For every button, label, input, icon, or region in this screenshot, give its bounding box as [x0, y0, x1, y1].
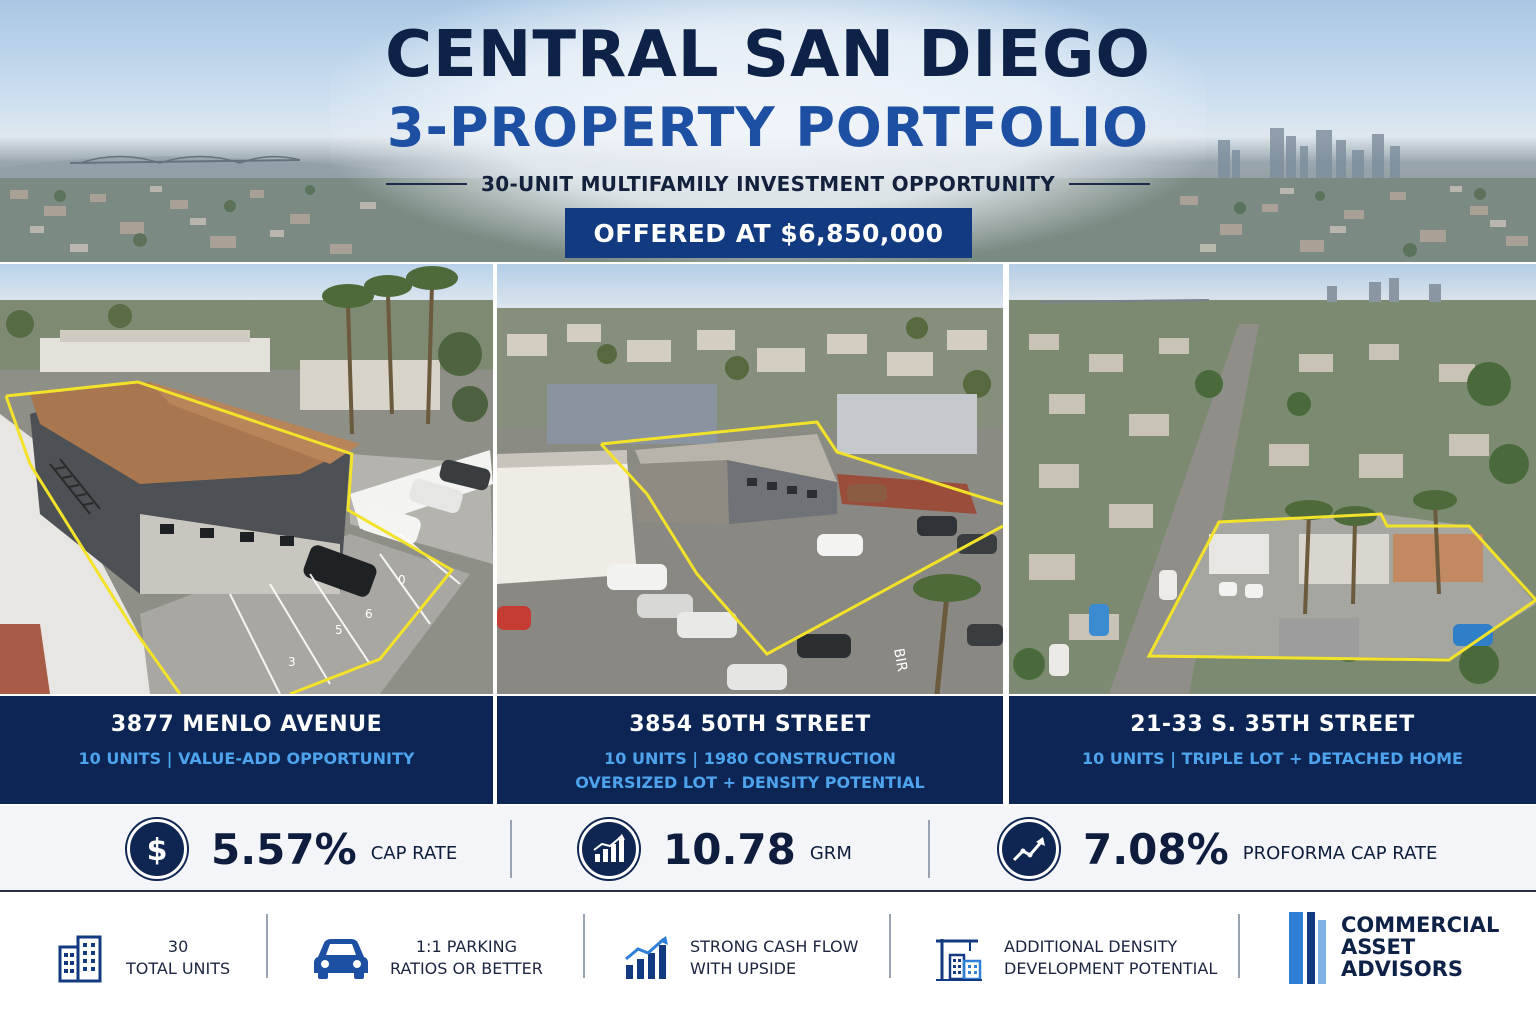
metrics-bar: $ 5.57% CAP RATE 10.78 GRM 7.08% PROFO [0, 806, 1536, 892]
parking-number: 0 [398, 573, 406, 587]
tagline: 30-UNIT MULTIFAMILY INVESTMENT OPPORTUNI… [481, 172, 1055, 196]
feature-line: STRONG CASH FLOW [690, 937, 859, 956]
logo-text: COMMERCIAL [1341, 913, 1500, 937]
metric-value: 7.08% [1083, 824, 1229, 874]
parking-number: 6 [365, 607, 373, 621]
logo-text: ADVISORS [1341, 957, 1464, 981]
car-icon [314, 939, 368, 979]
price-badge: OFFERED AT $6,850,000 [565, 208, 972, 258]
property-name: 3877 MENLO AVENUE [110, 712, 383, 737]
feature-cash-flow: STRONG CASH FLOW WITH UPSIDE [624, 916, 858, 1000]
page-subtitle-portfolio: 3-PROPERTY PORTFOLIO [386, 96, 1150, 159]
property-description-secondary: OVERSIZED LOT + DENSITY POTENTIAL [575, 773, 925, 792]
metric-label: CAP RATE [370, 842, 458, 864]
logo-mark-icon [1289, 912, 1326, 984]
property-photo-50th: BIR [497, 264, 1003, 694]
growth-chart-icon [579, 819, 639, 879]
street-marking: BIR [890, 647, 910, 673]
metric-divider [928, 820, 930, 878]
feature-line: ADDITIONAL DENSITY [1004, 937, 1178, 956]
feature-line: 1:1 PARKING [415, 937, 517, 956]
company-logo: COMMERCIAL ASSET ADVISORS [1289, 912, 1499, 984]
metric-value: 10.78 [663, 824, 796, 874]
metric-cap-rate: $ 5.57% CAP RATE [127, 819, 458, 879]
property-name: 21-33 S. 35TH STREET [1130, 712, 1415, 737]
metric-value: 5.57% [211, 824, 357, 874]
features-bar: 30 TOTAL UNITS 1:1 PARKING RATIOS OR BET… [0, 892, 1536, 1024]
svg-text:$: $ [147, 833, 168, 866]
metric-proforma-cap-rate: 7.08% PROFORMA CAP RATE [999, 819, 1438, 879]
feature-divider [1238, 914, 1240, 978]
property-description: 10 UNITS | 1980 CONSTRUCTION [604, 749, 896, 768]
feature-divider [266, 914, 268, 978]
feature-divider [583, 914, 585, 978]
property-description: 10 UNITS | VALUE-ADD OPPORTUNITY [78, 749, 415, 768]
property-description: 10 UNITS | TRIPLE LOT + DETACHED HOME [1082, 749, 1463, 768]
property-card-menlo: 3877 MENLO AVENUE 10 UNITS | VALUE-ADD O… [0, 696, 493, 804]
feature-parking: 1:1 PARKING RATIOS OR BETTER [312, 916, 543, 1000]
feature-density: ADDITIONAL DENSITY DEVELOPMENT POTENTIAL [934, 916, 1217, 1000]
parking-number: 5 [335, 623, 343, 637]
tagline-rule-left [386, 183, 468, 185]
property-photo-35th [1009, 264, 1536, 694]
metric-label: PROFORMA CAP RATE [1242, 842, 1438, 864]
feature-line: WITH UPSIDE [690, 959, 797, 978]
feature-line: RATIOS OR BETTER [390, 959, 543, 978]
metric-grm: 10.78 GRM [579, 819, 852, 879]
building-icon [58, 935, 102, 983]
logo-text: ASSET [1341, 935, 1416, 959]
feature-line: TOTAL UNITS [126, 959, 231, 978]
feature-divider [889, 914, 891, 978]
bar-chart-up-icon [625, 936, 668, 979]
crane-building-icon [936, 939, 982, 981]
page-title: CENTRAL SAN DIEGO [385, 18, 1151, 92]
dollar-icon: $ [127, 819, 187, 879]
feature-line: 30 [167, 937, 189, 956]
parking-number: 3 [288, 655, 296, 669]
metric-divider [510, 820, 512, 878]
property-photo-menlo: 3 5 6 0 [0, 264, 493, 694]
feature-total-units: 30 TOTAL UNITS [56, 916, 230, 1000]
metric-label: GRM [809, 842, 852, 864]
feature-line: DEVELOPMENT POTENTIAL [1004, 959, 1218, 978]
property-card-35th: 21-33 S. 35TH STREET 10 UNITS | TRIPLE L… [1009, 696, 1536, 804]
hero-header: CENTRAL SAN DIEGO 3-PROPERTY PORTFOLIO 3… [0, 0, 1536, 262]
tagline-row: 30-UNIT MULTIFAMILY INVESTMENT OPPORTUNI… [386, 172, 1150, 196]
property-card-50th: 3854 50TH STREET 10 UNITS | 1980 CONSTRU… [497, 696, 1003, 804]
tagline-rule-right [1068, 183, 1150, 185]
property-name: 3854 50TH STREET [629, 712, 871, 737]
trend-up-icon [999, 819, 1059, 879]
